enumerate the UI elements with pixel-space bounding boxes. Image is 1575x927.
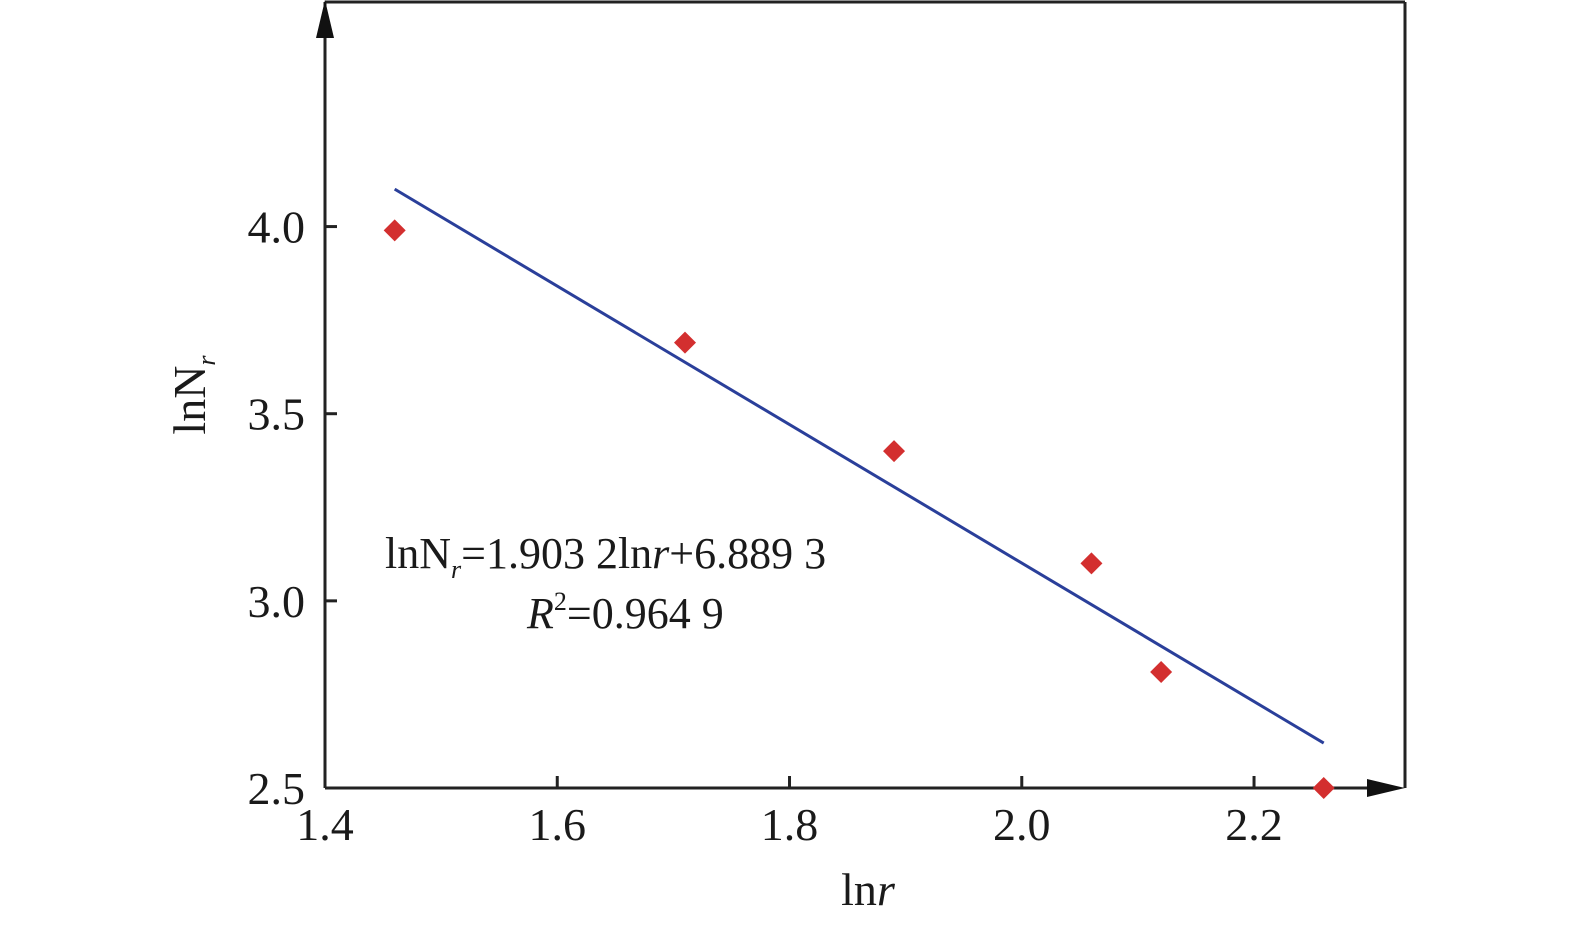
- plot-frame: [316, 0, 1407, 797]
- data-point: [1150, 660, 1173, 683]
- data-point: [883, 440, 906, 463]
- data-point: [1080, 552, 1103, 575]
- x-tick-label: 1.6: [529, 799, 587, 850]
- y-axis-title: lnNr: [164, 355, 221, 435]
- x-axis-title: lnr: [841, 864, 896, 915]
- y-tick-label: 3.0: [248, 576, 306, 627]
- y-tick-label: 4.0: [248, 202, 306, 253]
- r-squared-label: R2=0.964 9: [526, 587, 724, 638]
- x-tick-label: 2.0: [993, 799, 1051, 850]
- regression-equation: lnNr=1.903 2lnr+6.889 3: [385, 529, 826, 584]
- fit-line-group: [393, 187, 1325, 745]
- y-axis-ticks: 2.5 3.0 3.5 4.0: [248, 202, 337, 814]
- y-tick-label: 3.5: [248, 389, 306, 440]
- y-axis-arrow: [316, 0, 334, 38]
- x-tick-label: 1.8: [761, 799, 819, 850]
- x-axis-ticks: 1.4 1.6 1.8 2.0 2.2: [296, 776, 1283, 850]
- fit-line: [393, 187, 1325, 745]
- x-axis-arrow: [1367, 779, 1405, 797]
- x-tick-label: 1.4: [296, 799, 354, 850]
- data-point: [383, 219, 406, 242]
- x-tick-label: 2.2: [1225, 799, 1283, 850]
- data-point: [674, 331, 696, 354]
- data-points: [383, 219, 1335, 799]
- y-tick-label: 2.5: [248, 763, 306, 814]
- data-point: [1312, 777, 1335, 799]
